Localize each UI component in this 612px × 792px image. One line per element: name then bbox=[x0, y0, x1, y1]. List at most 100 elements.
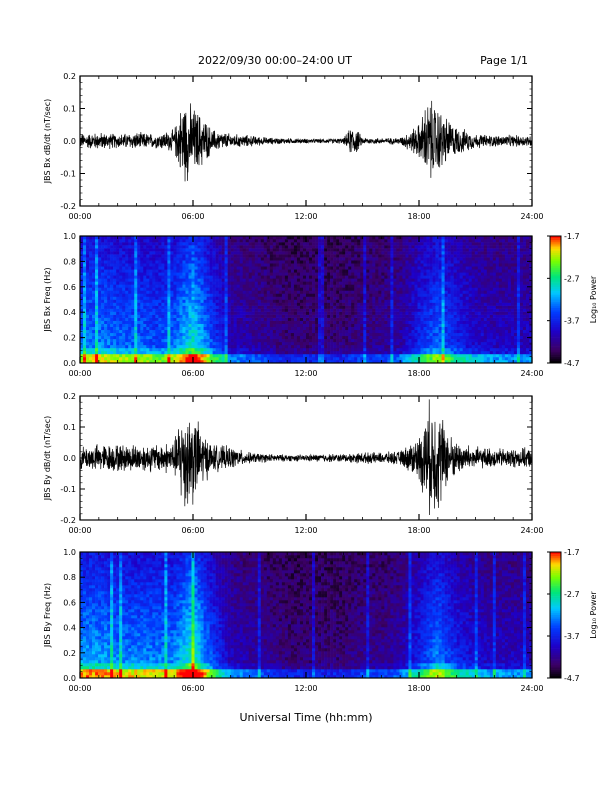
spectrogram-cell bbox=[218, 290, 222, 294]
spectrogram-cell bbox=[125, 245, 129, 249]
spectrogram-cell bbox=[309, 326, 313, 331]
spectrogram-cell bbox=[89, 296, 93, 300]
spectrogram-cell bbox=[191, 275, 195, 279]
spectrogram-cell bbox=[140, 251, 144, 255]
spectrogram-cell bbox=[212, 299, 216, 303]
spectrogram-cell bbox=[188, 314, 192, 318]
spectrogram-cell bbox=[357, 308, 361, 312]
spectrogram-cell bbox=[378, 317, 382, 321]
spectrogram-cell bbox=[161, 320, 165, 324]
spectrogram-cell bbox=[393, 251, 397, 255]
spectrogram-cell bbox=[348, 323, 352, 328]
spectrogram-cell bbox=[269, 350, 274, 355]
spectrogram-cell bbox=[266, 242, 271, 246]
spectrogram-cell bbox=[134, 272, 138, 276]
spectrogram-cell bbox=[281, 323, 286, 328]
spectrogram-cell bbox=[107, 263, 111, 267]
spectrogram-cell bbox=[278, 248, 283, 252]
spectrogram-cell bbox=[107, 353, 111, 358]
spectrogram-cell bbox=[399, 287, 403, 291]
spectrogram-cell bbox=[299, 266, 304, 270]
spectrogram-cell bbox=[158, 305, 162, 309]
spectrogram-cell bbox=[137, 335, 141, 340]
spectrogram-cell bbox=[375, 320, 379, 324]
spectrogram-cell bbox=[242, 236, 247, 240]
spectrogram-cell bbox=[224, 281, 228, 285]
spectrogram-cell bbox=[296, 311, 301, 315]
spectrogram-cell bbox=[119, 245, 123, 249]
spectrogram-cell bbox=[426, 251, 430, 255]
spectrogram-cell bbox=[293, 272, 298, 276]
spectrogram-cell bbox=[293, 266, 298, 270]
spectrogram-cell bbox=[95, 251, 99, 255]
spectrogram-cell bbox=[375, 305, 379, 309]
spectrogram-cell bbox=[155, 314, 159, 318]
spectrogram-cell bbox=[146, 299, 150, 303]
spectrogram-cell bbox=[203, 302, 207, 306]
spectrogram-cell bbox=[393, 338, 397, 343]
spectrogram-cell bbox=[324, 356, 328, 361]
spectrogram-cell bbox=[357, 296, 361, 300]
spectrogram-cell bbox=[360, 332, 364, 337]
spectrogram-cell bbox=[339, 254, 343, 258]
spectrogram-cell bbox=[248, 308, 253, 312]
spectrogram-cell bbox=[158, 308, 162, 312]
spectrogram-cell bbox=[92, 290, 96, 294]
spectrogram-cell bbox=[92, 314, 96, 318]
spectrogram-cell bbox=[227, 287, 231, 291]
spectrogram-cell bbox=[299, 350, 304, 355]
spectrogram-cell bbox=[354, 299, 358, 303]
spectrogram-cell bbox=[269, 341, 274, 346]
spectrogram-cell bbox=[393, 275, 397, 279]
spectrogram-cell bbox=[293, 326, 298, 331]
spectrogram-cell bbox=[254, 308, 259, 312]
spectrogram-cell bbox=[366, 356, 370, 361]
spectrogram-cell bbox=[113, 260, 117, 264]
spectrogram-cell bbox=[375, 269, 379, 273]
spectrogram-cell bbox=[227, 356, 231, 361]
spectrogram-cell bbox=[239, 311, 244, 315]
spectrogram-cell bbox=[384, 287, 388, 291]
spectrogram-cell bbox=[170, 359, 174, 364]
spectrogram-cell bbox=[149, 317, 153, 321]
spectrogram-cell bbox=[263, 338, 268, 343]
spectrogram-cell bbox=[170, 329, 174, 334]
spectrogram-cell bbox=[287, 281, 292, 285]
spectrogram-cell bbox=[351, 281, 355, 285]
spectrogram-cell bbox=[224, 248, 228, 252]
spectrogram-cell bbox=[125, 302, 129, 306]
spectrogram-cell bbox=[191, 314, 195, 318]
spectrogram-cell bbox=[89, 254, 93, 258]
spectrogram-cell bbox=[155, 317, 159, 321]
spectrogram-cell bbox=[315, 275, 319, 279]
spectrogram-cell bbox=[152, 311, 156, 315]
spectrogram-cell bbox=[209, 287, 213, 291]
spectrogram-cell bbox=[95, 329, 99, 334]
spectrogram-cell bbox=[299, 248, 304, 252]
spectrogram-cell bbox=[387, 260, 391, 264]
spectrogram-cell bbox=[312, 266, 316, 270]
spectrogram-cell bbox=[351, 239, 355, 243]
spectrogram-cell bbox=[306, 290, 310, 294]
spectrogram-cell bbox=[257, 347, 262, 352]
spectrogram-cell bbox=[161, 248, 165, 252]
spectrogram-cell bbox=[80, 308, 84, 312]
spectrogram-cell bbox=[197, 359, 201, 364]
spectrogram-cell bbox=[245, 335, 250, 340]
spectrogram-cell bbox=[348, 341, 352, 346]
spectrogram-cell bbox=[254, 239, 259, 243]
spectrogram-cell bbox=[281, 242, 286, 246]
spectrogram-cell bbox=[215, 305, 219, 309]
spectrogram-cell bbox=[110, 341, 114, 346]
spectrogram-cell bbox=[101, 326, 105, 331]
spectrogram-cell bbox=[315, 260, 319, 264]
spectrogram-cell bbox=[405, 251, 409, 255]
spectrogram-cell bbox=[245, 272, 250, 276]
spectrogram-cell bbox=[224, 320, 228, 324]
spectrogram-cell bbox=[348, 293, 352, 297]
spectrogram-cell bbox=[167, 245, 171, 249]
spectrogram-cell bbox=[414, 329, 418, 334]
spectrogram-cell bbox=[390, 317, 394, 321]
spectrogram-cell bbox=[360, 287, 364, 291]
spectrogram-cell bbox=[110, 332, 114, 337]
